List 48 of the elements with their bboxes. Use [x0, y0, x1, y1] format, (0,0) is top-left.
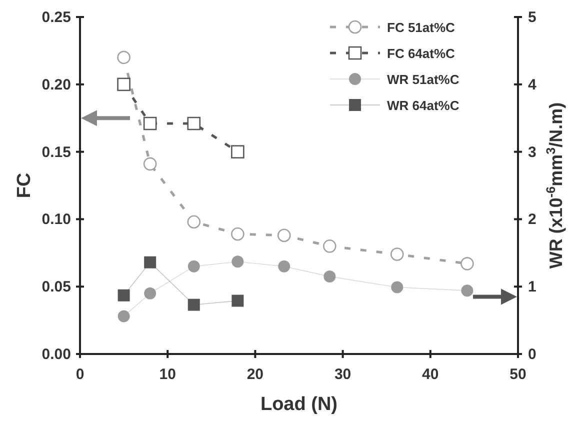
- point: [277, 228, 291, 242]
- point: [324, 270, 336, 282]
- point: [143, 116, 157, 130]
- x-tick-label: 20: [246, 366, 264, 383]
- y-tick-label: 0.00: [42, 346, 71, 363]
- point: [232, 256, 244, 268]
- legend-label: WR 51at%C: [387, 72, 460, 87]
- y2-tick-label: 3: [528, 144, 536, 161]
- x-tick-label: 50: [510, 366, 526, 383]
- point: [117, 50, 130, 64]
- y-tick-label: 0.25: [42, 9, 71, 26]
- y-tick-label: 0.20: [42, 76, 71, 94]
- point: [188, 260, 200, 272]
- point: [460, 257, 474, 270]
- point: [232, 294, 244, 307]
- point: [187, 215, 201, 229]
- legend-label: FC 64at%C: [387, 46, 456, 61]
- point: [188, 298, 200, 311]
- point: [144, 256, 156, 268]
- point: [143, 157, 157, 171]
- x-axis-title: Load (N): [260, 394, 338, 415]
- point: [144, 287, 156, 300]
- point: [391, 281, 404, 294]
- point: [187, 116, 201, 130]
- point: [390, 248, 404, 261]
- point: [118, 310, 130, 322]
- point: [323, 240, 336, 253]
- y2-tick-label: 2: [528, 211, 536, 228]
- y2-tick-label: 1: [528, 278, 536, 296]
- y-tick-label: 0.05: [42, 278, 71, 296]
- x-tick-label: 40: [422, 366, 439, 383]
- y-axis-title: FC: [14, 172, 35, 198]
- y-tick-label: 0.15: [42, 144, 71, 161]
- point: [461, 284, 474, 297]
- y2-tick-label: 0: [528, 346, 536, 363]
- point: [118, 289, 130, 302]
- y-tick-label: 0.10: [42, 211, 71, 228]
- y2-tick-label: 4: [528, 76, 537, 94]
- y2-tick-label: 5: [528, 9, 536, 26]
- x-tick-label: 0: [76, 366, 84, 383]
- legend-label: FC 51at%C: [387, 20, 456, 35]
- point: [231, 227, 244, 241]
- point: [231, 145, 244, 158]
- x-tick-label: 10: [159, 366, 176, 383]
- legend-label: WR 64at%C: [387, 98, 460, 113]
- point: [278, 260, 290, 272]
- point: [117, 78, 130, 92]
- x-tick-label: 30: [334, 366, 352, 383]
